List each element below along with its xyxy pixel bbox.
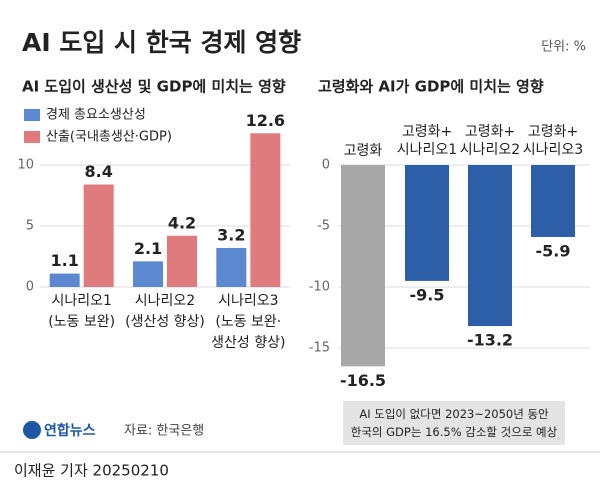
legend-swatch xyxy=(24,109,40,121)
value-label: -9.5 xyxy=(410,285,445,304)
bar xyxy=(405,165,449,281)
logo-icon xyxy=(23,421,41,439)
bar xyxy=(167,235,197,287)
annotation-box xyxy=(343,401,565,445)
y-tick-label: -5 xyxy=(317,219,330,234)
value-label: 2.1 xyxy=(134,239,162,258)
x-tick-label: 고령화+ 시나리오1 xyxy=(397,124,457,158)
value-label: 3.2 xyxy=(217,225,245,244)
x-tick-label: 시나리오1 (노동 보완) xyxy=(48,293,115,330)
source: 자료: 한국은행 xyxy=(124,423,204,439)
value-label: 8.4 xyxy=(84,162,112,181)
y-tick-label: -15 xyxy=(309,341,330,356)
chart-title: AI 도입이 생산성 및 GDP에 미치는 영향 xyxy=(22,78,286,96)
value-label: -13.2 xyxy=(467,331,513,350)
value-label: -5.9 xyxy=(536,241,571,260)
bar xyxy=(341,165,385,367)
bar xyxy=(133,261,163,287)
legend-label: 경제 총요소생산성 xyxy=(46,108,146,123)
logo: 연합뉴스 xyxy=(44,422,96,439)
y-tick-label: 10 xyxy=(17,158,34,173)
value-label: 1.1 xyxy=(50,251,78,270)
y-tick-label: -10 xyxy=(309,280,330,295)
x-tick-label: 시나리오2 (생산성 향상) xyxy=(125,293,205,330)
page-title: AI 도입 시 한국 경제 영향 xyxy=(22,28,301,57)
bar xyxy=(83,184,114,287)
y-tick-label: 5 xyxy=(26,219,34,234)
bar xyxy=(250,133,281,287)
x-tick-label: 고령화 xyxy=(344,143,383,159)
bar xyxy=(531,165,575,237)
byline: 이재윤 기자 20250210 xyxy=(14,462,169,480)
value-label: 12.6 xyxy=(246,111,285,130)
value-label: 4.2 xyxy=(168,213,196,232)
x-tick-label: 고령화+ 시나리오2 xyxy=(460,124,520,158)
y-tick-label: 0 xyxy=(322,158,330,173)
chart-title: 고령화와 AI가 GDP에 미치는 영향 xyxy=(318,78,544,96)
x-tick-label: 시나리오3 (노동 보완· 생산성 향상) xyxy=(211,293,285,351)
annotation: AI 도입이 없다면 2023~2050년 동안 한국의 GDP는 16.5% 감… xyxy=(351,407,558,439)
bar xyxy=(468,165,512,327)
bar xyxy=(49,273,80,287)
value-label: -16.5 xyxy=(340,371,386,390)
x-tick-label: 고령화+ 시나리오3 xyxy=(523,124,583,158)
y-tick-label: 0 xyxy=(26,280,34,295)
unit: 단위: % xyxy=(541,40,586,55)
bar xyxy=(216,247,247,287)
legend-swatch xyxy=(24,131,40,143)
legend-label: 산출(국내총생산·GDP) xyxy=(46,130,172,145)
